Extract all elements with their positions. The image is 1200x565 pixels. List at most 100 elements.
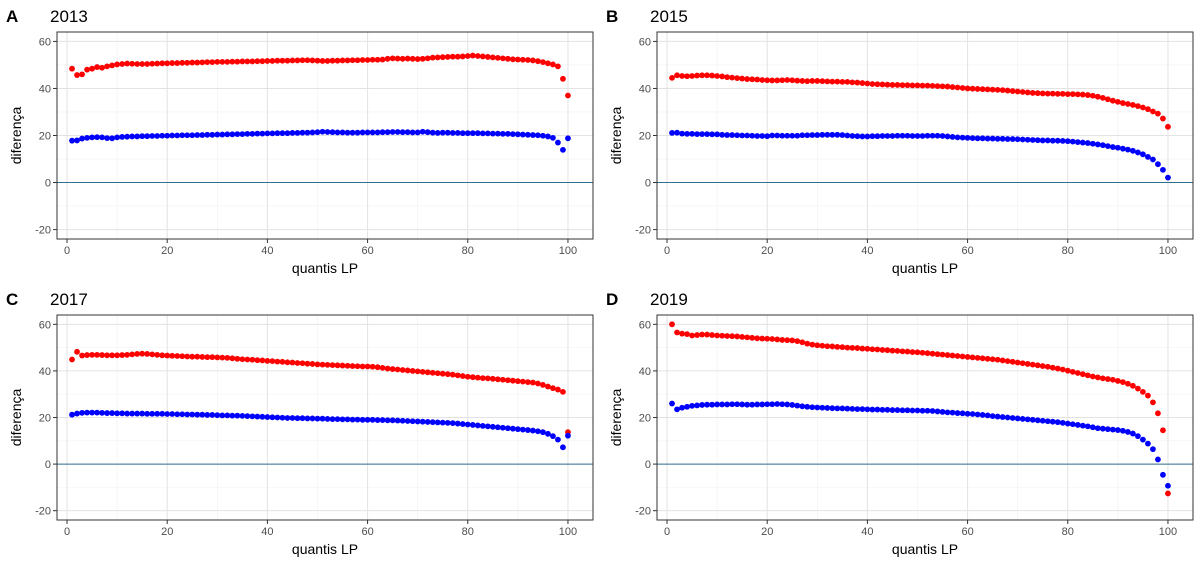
data-point <box>1084 140 1091 146</box>
data-point <box>560 388 566 395</box>
data-point <box>1119 100 1126 106</box>
data-point <box>489 54 496 61</box>
data-point <box>89 65 95 72</box>
data-point <box>719 401 726 408</box>
data-point <box>944 409 951 416</box>
data-point <box>1074 422 1081 428</box>
data-point <box>479 375 486 382</box>
data-point <box>314 361 321 368</box>
data-point <box>565 92 571 99</box>
data-point <box>1039 137 1046 144</box>
data-point <box>254 357 261 364</box>
data-point <box>89 409 95 416</box>
data-point <box>555 139 561 146</box>
series-lower <box>669 400 1171 489</box>
data-point <box>469 374 476 381</box>
data-point <box>929 82 936 89</box>
y-tick-label: 40 <box>39 83 51 95</box>
data-point <box>739 132 746 139</box>
data-point <box>104 410 110 416</box>
series-lower <box>669 129 1171 181</box>
data-point <box>209 412 216 418</box>
data-point <box>729 132 736 138</box>
data-point <box>555 436 561 443</box>
data-point <box>299 129 306 136</box>
data-point <box>924 82 931 89</box>
data-point <box>879 406 886 413</box>
data-point <box>99 64 105 71</box>
data-point <box>1150 156 1156 163</box>
data-point <box>874 346 881 353</box>
data-point <box>924 407 931 414</box>
data-point <box>540 132 546 139</box>
data-point <box>254 130 261 137</box>
data-point <box>954 134 961 141</box>
data-point <box>1014 359 1021 366</box>
data-point <box>509 131 516 137</box>
panel-title: 2013 <box>50 7 88 26</box>
data-point <box>449 420 456 426</box>
data-point <box>524 131 531 138</box>
data-point <box>764 335 771 342</box>
data-point <box>799 339 806 346</box>
data-point <box>674 329 680 336</box>
data-point <box>439 54 446 61</box>
data-point <box>784 337 791 344</box>
data-point <box>504 425 511 432</box>
data-point <box>1044 137 1051 144</box>
data-point <box>304 129 311 136</box>
data-point <box>364 129 371 136</box>
data-point <box>244 413 251 419</box>
data-point <box>714 131 721 138</box>
data-point <box>1024 136 1031 143</box>
data-point <box>359 57 366 63</box>
data-point <box>1004 136 1011 142</box>
data-point <box>234 58 241 65</box>
data-point <box>349 363 356 369</box>
data-point <box>999 357 1006 364</box>
data-point <box>899 82 906 89</box>
data-point <box>1004 87 1011 94</box>
data-point <box>529 427 536 434</box>
data-point <box>359 129 366 136</box>
data-point <box>560 75 566 82</box>
data-point <box>1145 154 1151 160</box>
y-axis-title: diferença <box>608 106 624 164</box>
data-point <box>909 82 916 89</box>
data-point <box>739 75 746 82</box>
data-point <box>94 351 100 358</box>
data-point <box>1014 136 1021 143</box>
data-point <box>459 53 466 60</box>
data-point <box>779 401 786 408</box>
data-point <box>339 362 346 369</box>
data-point <box>550 134 556 141</box>
data-point <box>959 410 966 417</box>
data-point <box>1064 91 1071 97</box>
data-point <box>684 403 690 410</box>
data-point <box>1084 372 1091 379</box>
data-point <box>1049 418 1056 425</box>
data-point <box>1054 137 1061 144</box>
data-point <box>314 415 321 422</box>
panel-tag: B <box>606 7 618 26</box>
data-point <box>814 342 821 349</box>
data-point <box>289 57 296 64</box>
data-point <box>289 415 296 421</box>
data-point <box>1150 108 1156 115</box>
data-point <box>524 427 531 433</box>
data-point <box>1089 373 1096 380</box>
data-point <box>309 129 316 136</box>
data-point <box>74 410 80 417</box>
data-point <box>1109 97 1116 104</box>
data-point <box>679 130 685 137</box>
data-point <box>834 78 841 85</box>
data-point <box>209 59 216 66</box>
data-point <box>1069 91 1076 97</box>
data-point <box>829 405 836 412</box>
data-point <box>1039 417 1046 424</box>
data-point <box>339 416 346 423</box>
data-point <box>364 57 371 63</box>
data-point <box>499 424 506 431</box>
data-point <box>159 60 166 67</box>
data-point <box>769 77 776 84</box>
